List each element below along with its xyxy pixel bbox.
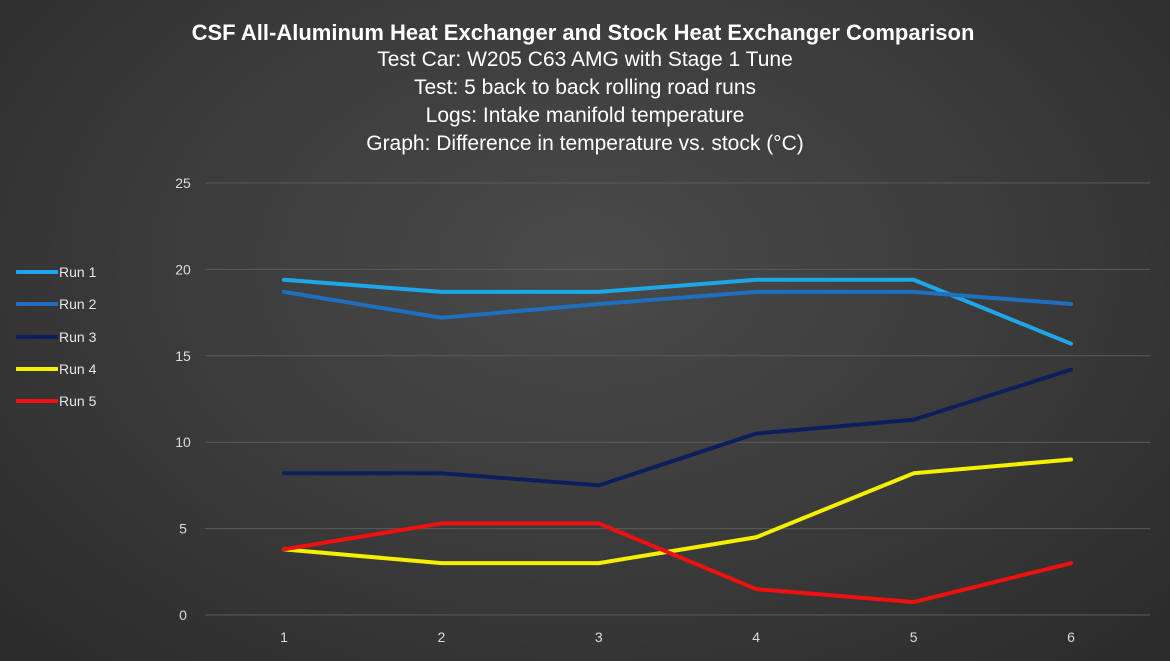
legend-label: Run 5 — [59, 393, 97, 410]
legend-item: Run 1 — [16, 256, 96, 288]
legend-label: Run 1 — [59, 264, 97, 281]
series-line-run-5 — [282, 521, 1073, 605]
x-tick-label: 6 — [1067, 629, 1075, 645]
legend-swatch — [16, 334, 58, 339]
x-tick-label: 3 — [595, 629, 603, 645]
series-line-run-1 — [282, 277, 1073, 346]
chart-title: CSF All-Aluminum Heat Exchanger and Stoc… — [191, 20, 975, 45]
legend: Run 1 Run 2 Run 3 Run 4 Run 5 — [16, 256, 96, 417]
chart-titles: CSF All-Aluminum Heat Exchanger and Stoc… — [0, 20, 1170, 158]
legend-label: Run 4 — [59, 361, 97, 378]
legend-item: Run 3 — [16, 321, 96, 353]
legend-swatch — [16, 270, 58, 275]
legend-item: Run 5 — [16, 385, 96, 417]
legend-swatch — [16, 399, 58, 404]
y-tick-label: 0 — [179, 607, 187, 623]
subtitle-test-car: Test Car: W205 C63 AMG with Stage 1 Tune — [377, 48, 793, 71]
legend-item: Run 2 — [16, 288, 96, 320]
legend-label: Run 2 — [59, 296, 97, 313]
y-tick-label: 10 — [175, 434, 191, 450]
legend-swatch — [16, 302, 58, 307]
y-tick-label: 5 — [179, 521, 187, 537]
legend-label: Run 3 — [59, 328, 97, 345]
y-tick-label: 15 — [175, 348, 191, 364]
series-line-run-3 — [282, 367, 1073, 488]
y-tick-label: 25 — [175, 175, 191, 191]
series-line-run-4 — [282, 457, 1073, 566]
x-tick-label: 5 — [910, 629, 918, 645]
subtitle-graph: Graph: Difference in temperature vs. sto… — [366, 132, 804, 155]
legend-swatch — [16, 367, 58, 372]
legend-item: Run 4 — [16, 353, 96, 385]
x-tick-label: 1 — [280, 629, 288, 645]
subtitle-test: Test: 5 back to back rolling road runs — [413, 76, 756, 99]
y-tick-label: 20 — [175, 261, 191, 277]
x-tick-label: 4 — [752, 629, 760, 645]
x-tick-label: 2 — [438, 629, 446, 645]
series-line-run-2 — [282, 289, 1073, 320]
subtitle-logs: Logs: Intake manifold temperature — [425, 104, 745, 127]
